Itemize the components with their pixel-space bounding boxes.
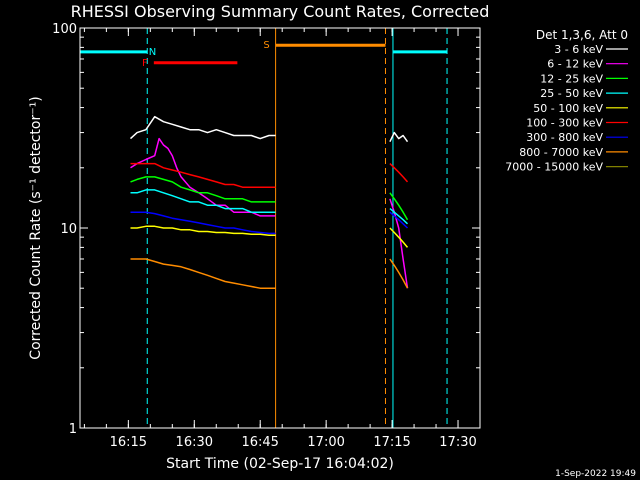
series-line-5-0 — [130, 162, 276, 188]
flag-label-s: S — [263, 40, 269, 51]
legend-entry-label: 6 - 12 keV — [547, 58, 603, 71]
legend-entry-label: 800 - 7000 keV — [519, 146, 603, 159]
y-axis-label: Corrected Count Rate (s⁻¹ detector⁻¹) — [28, 96, 44, 359]
x-tick-label: 16:30 — [176, 435, 213, 450]
x-tick-label: 17:15 — [373, 435, 410, 450]
footer-timestamp: 1-Sep-2022 19:49 — [555, 469, 636, 479]
legend-entry-label: 3 - 6 keV — [554, 43, 603, 56]
legend-entry-label: 300 - 800 keV — [526, 131, 603, 144]
legend-entry-label: 100 - 300 keV — [526, 117, 603, 130]
legend-entry-label: 25 - 50 keV — [540, 87, 603, 100]
series-line-1-1 — [389, 198, 409, 289]
series-line-5-1 — [389, 163, 409, 183]
series-line-0-0 — [129, 115, 276, 140]
y-tick-label: 1 — [69, 422, 77, 437]
x-tick-label: 16:15 — [110, 435, 147, 450]
x-tick-label: 17:00 — [307, 435, 344, 450]
x-axis-label: Start Time (02-Sep-17 16:04:02) — [166, 456, 394, 472]
series-line-4-1 — [389, 227, 409, 248]
chart-title: RHESSI Observing Summary Count Rates, Co… — [71, 2, 490, 21]
legend-entry-label: 12 - 25 keV — [540, 72, 603, 85]
x-tick-label: 17:30 — [439, 435, 476, 450]
series-line-3-0 — [130, 189, 276, 213]
series-line-0-1 — [389, 131, 409, 143]
flag-label-f: F — [142, 58, 148, 69]
axes: 16:15 16:30 16:45 17:00 17:15 17:30 1 10 100 — [52, 22, 481, 450]
legend-entry-label: 7000 - 15000 keV — [505, 161, 603, 174]
x-tick-label: 16:45 — [241, 435, 278, 450]
y-tick-label: 100 — [52, 22, 77, 37]
series-line-6-0 — [130, 211, 276, 235]
y-tick-label: 10 — [60, 222, 77, 237]
legend-entry-label: 50 - 100 keV — [533, 102, 603, 115]
legend-title: Det 1,3,6, Att 0 — [536, 28, 628, 42]
series-line-1-0 — [130, 137, 276, 217]
series-line-6-1 — [389, 211, 409, 229]
series-line-3-1 — [389, 208, 409, 225]
flag-label-n: N — [149, 47, 156, 58]
plot-area: F S N — [79, 28, 448, 428]
series-line-7-1 — [389, 258, 409, 289]
series-line-4-0 — [130, 225, 276, 236]
series-line-7-0 — [130, 258, 276, 289]
series-line-2-1 — [389, 192, 409, 221]
series-line-2-0 — [130, 176, 276, 203]
